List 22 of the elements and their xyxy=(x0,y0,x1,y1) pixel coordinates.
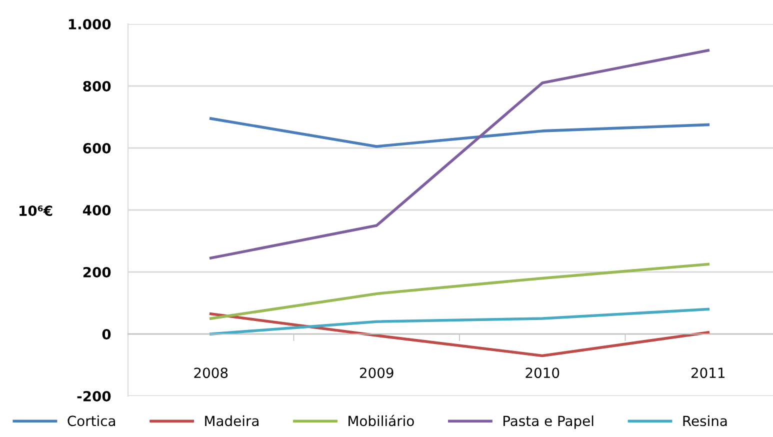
x-tick-label: 2008 xyxy=(194,368,228,378)
y-tick-label: 600 xyxy=(83,142,111,154)
line-series xyxy=(209,48,710,260)
legend-label: Resina xyxy=(683,415,727,426)
x-tick-label: 2009 xyxy=(360,368,394,378)
x-tick-label: 2010 xyxy=(526,368,560,378)
y-tick-label: -200 xyxy=(77,390,111,402)
y-tick-label: 200 xyxy=(83,266,111,278)
line-series xyxy=(209,262,710,320)
legend-label: Madeira xyxy=(205,415,258,426)
y-tick-label: 1.000 xyxy=(68,18,111,30)
line-series xyxy=(209,117,710,148)
y-tick-label: 400 xyxy=(82,204,111,216)
line-series xyxy=(209,308,710,336)
x-tick-label: 2011 xyxy=(691,368,725,378)
y-axis-title: 10⁶€ xyxy=(20,206,52,216)
y-tick-label: 800 xyxy=(83,80,111,92)
y-tick-label: 0 xyxy=(102,328,111,340)
legend-label: Pasta e Papel xyxy=(504,415,594,429)
legend-label: Cortica xyxy=(68,415,116,426)
legend-label: Mobiliário xyxy=(348,414,414,426)
line-series xyxy=(209,312,710,358)
